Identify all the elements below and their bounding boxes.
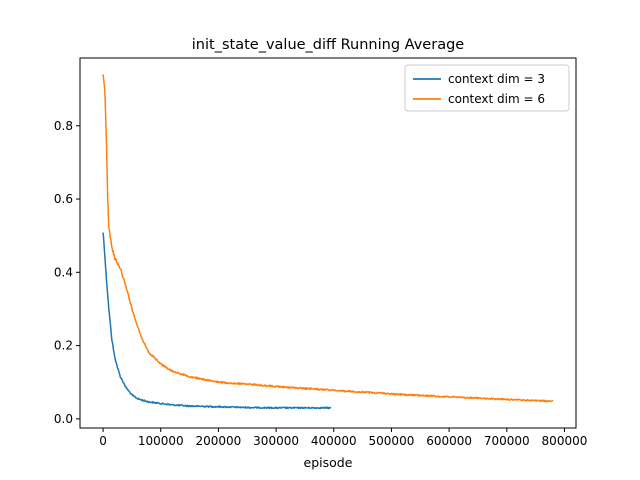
x-tick-label: 400000 <box>311 434 357 448</box>
x-tick-label: 100000 <box>138 434 184 448</box>
x-axis: 0 100000 200000 300000 400000 500000 600000 700… <box>99 428 587 448</box>
y-axis: 0.0 0.2 0.4 0.6 0.8 <box>54 119 80 426</box>
series-line-1 <box>102 232 332 410</box>
legend-label: context dim = 3 <box>448 72 545 86</box>
x-tick-label: 500000 <box>369 434 415 448</box>
x-tick-label: 0 <box>99 434 107 448</box>
legend-box <box>404 64 570 112</box>
plot-frame <box>79 57 577 429</box>
x-tick-label: 300000 <box>253 434 299 448</box>
series-line-2 <box>102 74 554 403</box>
x-tick-label: 700000 <box>484 434 530 448</box>
y-tick-label: 0.6 <box>54 192 73 206</box>
x-tick-label: 200000 <box>196 434 242 448</box>
chart-title: init_state_value_diff Running Average <box>192 37 464 53</box>
y-tick-label: 0.2 <box>54 339 73 353</box>
legend-label: context dim = 6 <box>448 92 545 106</box>
plot-area <box>80 58 576 428</box>
y-tick-label: 0.0 <box>54 412 73 426</box>
legend: context dim = 3 context dim = 6 <box>404 64 570 112</box>
y-tick-label: 0.8 <box>54 119 73 133</box>
x-tick-label: 600000 <box>426 434 472 448</box>
x-axis-label: episode <box>304 455 353 470</box>
x-tick-label: 800000 <box>542 434 588 448</box>
y-tick-label: 0.4 <box>54 265 73 279</box>
series-layer <box>102 74 554 410</box>
